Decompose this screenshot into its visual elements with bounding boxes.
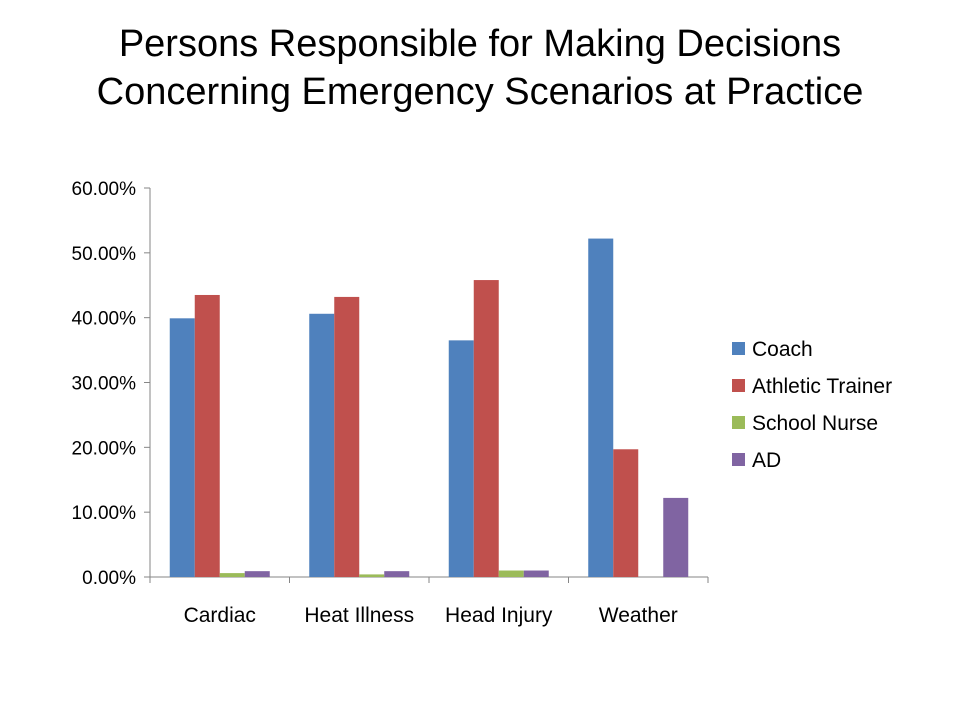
x-category-label: Weather	[599, 604, 678, 627]
bar-coach-head-injury	[448, 340, 474, 577]
bar-athletic-trainer-weather	[613, 449, 639, 577]
y-tick-label: 0.00%	[82, 568, 136, 589]
legend: Coach Athletic Trainer School Nurse AD	[732, 338, 892, 472]
bar-school-nurse-heat-illness	[359, 574, 385, 577]
chart-title: Persons Responsible for Making Decisions…	[96, 23, 864, 113]
legend-swatch	[732, 416, 745, 429]
bar-athletic-trainer-cardiac	[194, 294, 220, 577]
bar-school-nurse-cardiac	[219, 573, 245, 577]
bar-coach-heat-illness	[309, 313, 335, 577]
bar-ad-heat-illness	[384, 571, 410, 577]
legend-swatch	[732, 342, 745, 355]
bar-coach-weather	[588, 238, 614, 577]
legend-swatch	[732, 379, 745, 392]
y-tick-label: 10.00%	[72, 503, 137, 524]
bar-athletic-trainer-heat-illness	[334, 296, 360, 577]
legend-label: Athletic Trainer	[752, 375, 892, 398]
bar-coach-cardiac	[169, 318, 195, 577]
bars	[169, 238, 689, 577]
y-tick-label: 60.00%	[72, 179, 137, 200]
bar-athletic-trainer-head-injury	[473, 280, 499, 577]
bar-ad-head-injury	[523, 570, 549, 577]
legend-swatch	[732, 453, 745, 466]
axes: 0.00% 10.00% 20.00% 30.00% 40.00% 50.00% 60.00…	[72, 179, 709, 627]
y-tick-label: 50.00%	[72, 244, 137, 265]
legend-label: Coach	[752, 338, 813, 361]
x-category-label: Heat Illness	[304, 604, 414, 627]
bar-ad-weather	[663, 497, 689, 577]
legend-label: School Nurse	[752, 412, 878, 435]
legend-label: AD	[752, 449, 781, 472]
y-tick-label: 30.00%	[72, 374, 137, 395]
bar-school-nurse-head-injury	[498, 570, 524, 577]
x-category-label: Cardiac	[184, 604, 256, 627]
y-tick-label: 20.00%	[72, 438, 137, 459]
y-tick-label: 40.00%	[72, 309, 137, 330]
bar-ad-cardiac	[244, 571, 270, 577]
x-category-label: Head Injury	[445, 604, 553, 627]
